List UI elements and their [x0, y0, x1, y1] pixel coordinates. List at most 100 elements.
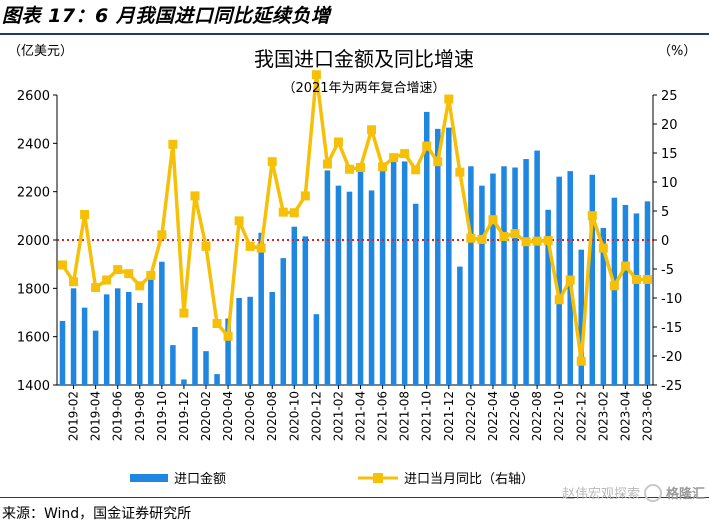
yoy-growth-point — [223, 331, 233, 341]
yoy-growth-point — [113, 265, 123, 275]
source-note: 来源：Wind，国金证券研究所 — [2, 506, 192, 522]
right-tick-label: -25 — [661, 379, 682, 394]
import-value-bar — [390, 161, 397, 385]
yoy-growth-point — [146, 270, 156, 280]
import-value-bar — [137, 302, 143, 385]
import-value-bar — [401, 161, 408, 385]
import-value-bar — [446, 127, 452, 385]
x-tick-label: 2021-04 — [354, 391, 368, 441]
right-axis-unit: （%） — [658, 44, 696, 59]
yoy-growth-point — [411, 165, 421, 175]
import-value-bar — [236, 298, 242, 385]
yoy-growth-point — [234, 216, 244, 226]
left-tick-label: 2200 — [17, 186, 50, 201]
x-tick-label: 2023-06 — [640, 391, 654, 441]
import-value-bar — [203, 351, 209, 385]
yoy-growth-point — [179, 308, 189, 318]
right-tick-label: 15 — [661, 147, 678, 162]
x-tick-label: 2022-12 — [574, 391, 588, 441]
yoy-growth-point — [389, 153, 399, 163]
x-tick-label: 2019-12 — [177, 391, 191, 441]
x-tick-label: 2022-10 — [552, 391, 566, 441]
import-value-bar — [247, 296, 253, 385]
title-rule — [0, 33, 709, 35]
import-value-bar — [335, 185, 342, 385]
yoy-growth-point — [543, 236, 553, 246]
x-tick-label: 2020-02 — [199, 391, 213, 441]
figure-title: 图表 17：6 月我国进口同比延续负增 — [2, 5, 331, 27]
right-tick-label: 25 — [661, 89, 678, 104]
yoy-growth-point — [212, 319, 222, 329]
x-tick-label: 2019-08 — [133, 391, 147, 441]
import-value-bar — [501, 166, 507, 385]
yoy-growth-point — [245, 241, 255, 251]
yoy-growth-point — [455, 167, 465, 177]
import-value-bar — [302, 236, 309, 385]
yoy-growth-point — [510, 229, 520, 239]
import-value-bar — [114, 288, 121, 385]
x-tick-label: 2019-10 — [155, 391, 169, 441]
yoy-growth-point — [488, 215, 498, 225]
import-value-bar — [622, 204, 629, 385]
yoy-growth-point — [201, 241, 211, 251]
x-tick-label: 2021-08 — [398, 391, 412, 441]
left-axis-unit: （亿美元） — [8, 44, 73, 59]
x-tick-label: 2021-06 — [376, 391, 390, 441]
yoy-growth-point — [157, 230, 167, 240]
x-tick-label: 2020-08 — [265, 391, 279, 441]
yoy-growth-point — [400, 149, 410, 159]
import-value-bar — [633, 213, 640, 385]
yoy-growth-point — [532, 236, 542, 246]
yoy-growth-point — [80, 209, 90, 219]
import-value-bar — [589, 174, 596, 385]
yoy-growth-point — [135, 281, 145, 291]
yoy-growth-point — [565, 275, 575, 285]
left-tick-label: 1600 — [17, 331, 50, 346]
yoy-growth-point — [278, 207, 288, 217]
import-value-bar — [545, 209, 551, 385]
plot-area: 1400 1600 1800 2000 2200 2400 2600 25 20 15 10 5 0 -5… — [17, 70, 682, 441]
yoy-growth-point — [356, 163, 366, 172]
yoy-growth-line — [61, 72, 648, 363]
left-tick-label: 2000 — [17, 234, 50, 249]
import-value-bar — [324, 170, 331, 385]
x-tick-label: 2020-06 — [243, 391, 257, 441]
yoy-growth-point — [598, 243, 608, 253]
yoy-growth-point — [554, 295, 564, 305]
import-value-bar — [125, 291, 132, 385]
import-value-bar — [192, 327, 198, 385]
import-value-bar — [611, 197, 618, 385]
import-value-bar — [148, 278, 154, 385]
import-value-bar — [600, 227, 607, 385]
x-tick-label: 2019-04 — [89, 391, 103, 441]
import-value-bar — [379, 168, 386, 385]
import-value-bar — [159, 261, 165, 385]
x-tick-label: 2019-02 — [67, 391, 81, 441]
yoy-growth-point — [367, 125, 377, 135]
import-value-bar — [468, 166, 474, 385]
legend-line-marker — [373, 473, 383, 483]
right-tick-label: -10 — [661, 292, 682, 307]
yoy-growth-point — [91, 283, 101, 293]
yoy-growth-point — [521, 237, 531, 247]
yoy-growth-point — [102, 275, 112, 285]
x-tick-label: 2019-06 — [111, 391, 125, 441]
right-tick-label: 5 — [661, 205, 669, 220]
import-value-bar — [346, 191, 353, 385]
import-value-bar — [92, 330, 99, 385]
import-value-bar — [170, 345, 176, 385]
yoy-growth-point — [499, 232, 509, 242]
yoy-growth-point — [311, 70, 321, 80]
chart-subtitle: （2021年为两年复合增速） — [282, 81, 445, 96]
watermark-brand: 格隆汇 — [665, 487, 705, 502]
x-tick-label: 2020-04 — [221, 391, 235, 441]
x-tick-label: 2022-06 — [508, 391, 522, 441]
legend-bar-swatch — [130, 474, 168, 482]
import-value-bar — [435, 128, 441, 386]
yoy-growth-point — [631, 274, 641, 284]
x-tick-label: 2022-08 — [530, 391, 544, 441]
import-value-bar — [534, 150, 540, 385]
yoy-growth-point — [477, 234, 487, 244]
import-value-bar — [70, 288, 77, 385]
